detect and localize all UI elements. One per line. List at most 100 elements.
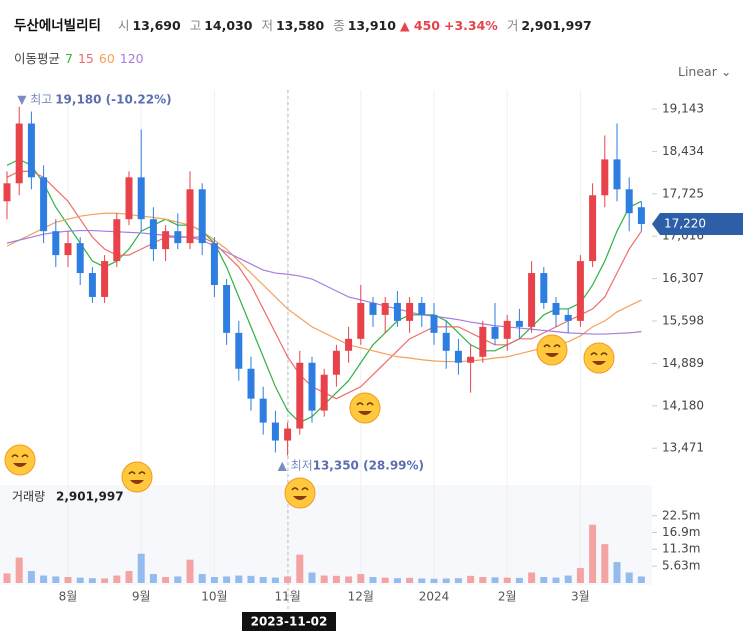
emoji (583, 342, 615, 374)
crosshair-box (242, 612, 336, 631)
volume-bar (467, 575, 475, 583)
volume-bar (101, 578, 109, 583)
y-tick-label: 11.3m (662, 542, 700, 556)
y-tick-label: 17,725 (662, 186, 704, 200)
header: 두산에너빌리티 시 13,690 고 14,030 저 13,580 종 13,910 … (14, 14, 592, 34)
last-price-box (652, 212, 743, 235)
volume-bar (125, 571, 133, 583)
scale-dropdown[interactable]: Linear ⌄ (678, 64, 732, 79)
candle-body (113, 219, 121, 262)
volume-bar (381, 577, 389, 583)
volume-title: 거래량 (12, 490, 45, 504)
volume-bar (589, 524, 597, 583)
candle-body (357, 302, 365, 339)
y-tick-label: 19,143 (662, 101, 704, 115)
candle-body (162, 231, 170, 250)
candle-body (491, 326, 499, 339)
candle-body (332, 350, 340, 375)
x-tick-label: 2024 (419, 590, 450, 604)
candle-body (137, 177, 145, 220)
candle-body (296, 362, 304, 429)
candle-body (467, 356, 475, 363)
candle-body (503, 320, 511, 339)
volume-bar (27, 571, 35, 583)
volume-bar (418, 578, 426, 583)
volume-bar (430, 578, 438, 583)
candle-body (601, 159, 609, 196)
value: 13,580 (275, 18, 325, 33)
volume-bar (210, 577, 218, 583)
candle-body (418, 302, 426, 315)
value: 13,690 (132, 18, 181, 33)
legend-entry: 60 (98, 51, 115, 66)
candle-body (320, 374, 328, 411)
low-note-value: 13,350 (28.99%) (313, 459, 424, 473)
emoji (536, 334, 568, 366)
change: ▲ 450 (399, 18, 440, 33)
change-pct: +3.34% (443, 18, 498, 33)
volume-current: 2,901,997 (56, 490, 124, 504)
emoji-mouth (130, 480, 144, 484)
y-tick-label: 14,180 (662, 398, 704, 412)
volume-bar (552, 577, 560, 583)
candle-body (64, 243, 72, 256)
volume-bar (223, 576, 231, 583)
volume-bar (503, 577, 511, 583)
y-tick-label: 18,434 (662, 144, 704, 158)
high-note: ▼ 최고 (17, 93, 52, 107)
candle-body (125, 177, 133, 220)
y-tick-label: 5.63m (662, 559, 700, 573)
candle-body (406, 302, 414, 321)
volume-pane (0, 485, 652, 585)
volume-bar (247, 575, 255, 583)
candle-body (198, 189, 206, 244)
y-tick-label: 16.9m (662, 525, 700, 539)
emoji-eyes (356, 402, 374, 406)
candle-body (576, 261, 584, 321)
candle-body (369, 302, 377, 315)
volume-bar (259, 577, 267, 583)
volume-bar (76, 577, 84, 583)
candle-body (540, 273, 548, 303)
volume-bar (40, 575, 48, 583)
volume-bar (637, 576, 645, 583)
volume-bar (113, 575, 121, 583)
emoji-eyes (128, 471, 146, 475)
candle-body (528, 273, 536, 327)
candle-body (625, 189, 633, 214)
volume-bar (271, 577, 279, 583)
candle-body (3, 183, 11, 202)
candle-body (235, 332, 243, 369)
candle-body (515, 320, 523, 327)
candle-body (430, 314, 438, 333)
x-tick-label: 9월 (132, 590, 151, 604)
y-tick-label: 16,307 (662, 271, 704, 285)
candle-body (564, 314, 572, 321)
volume-bar (564, 575, 572, 583)
candle-body (381, 302, 389, 315)
volume-bar (625, 572, 633, 583)
volume-bar (540, 577, 548, 583)
volume-bar (345, 576, 353, 583)
emoji (121, 461, 153, 493)
candle-body (88, 273, 96, 297)
volume-bar (149, 574, 157, 583)
volume-bar (198, 574, 206, 583)
value: 13,910 (347, 18, 396, 33)
emoji-mouth (13, 463, 27, 467)
volume-bar (601, 544, 609, 583)
candle-body (76, 243, 84, 274)
ma-line (6, 212, 642, 363)
volume-bar (357, 574, 365, 583)
emoji-eyes (291, 487, 309, 491)
emoji-eyes (543, 344, 561, 348)
emoji-layer (4, 334, 615, 509)
candle-body (284, 428, 292, 441)
volume-bar (186, 559, 194, 583)
label: 종 (333, 18, 345, 33)
volume-bar (479, 577, 487, 583)
candle-body (210, 243, 218, 285)
candle-body (454, 350, 462, 363)
